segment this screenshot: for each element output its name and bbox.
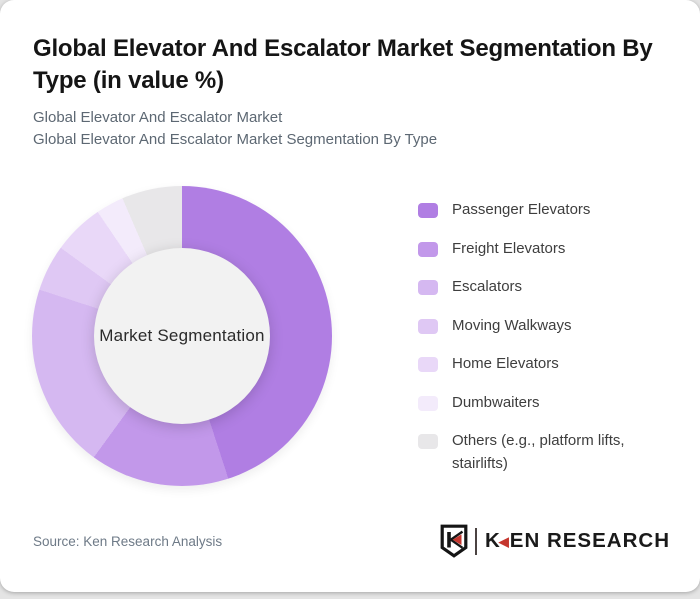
footer: Source: Ken Research Analysis K ◀ EN RESEA… xyxy=(33,524,670,558)
ken-research-shield-icon xyxy=(440,524,468,558)
legend-label: Home Elevators xyxy=(452,355,559,372)
legend-swatch xyxy=(418,357,438,372)
legend-item: Freight Elevators xyxy=(418,238,670,261)
legend-item: Passenger Elevators xyxy=(418,199,670,222)
legend-label: Freight Elevators xyxy=(452,239,566,257)
legend-label: Passenger Elevators xyxy=(452,201,591,218)
logo-wordmark-rest: EN RESEARCH xyxy=(509,529,670,552)
logo-wordmark: K ◀ EN RESEARCH xyxy=(485,529,670,553)
red-triangle-icon: ◀ xyxy=(498,533,510,549)
legend-item: Home Elevators xyxy=(418,353,670,376)
legend-swatch xyxy=(418,241,438,257)
chart-legend: Passenger Elevators Freight Elevators Esca… xyxy=(418,199,670,491)
chart-area: Market Segmentation Passenger Elevators F… xyxy=(32,186,680,491)
logo-separator xyxy=(474,527,477,555)
ken-research-logo: K ◀ EN RESEARCH xyxy=(440,524,670,558)
legend-swatch xyxy=(418,280,438,295)
donut-center: Market Segmentation xyxy=(94,248,270,424)
legend-swatch xyxy=(418,318,438,334)
legend-label: Dumbwaiters xyxy=(452,393,540,411)
subtitle-line-1: Global Elevator And Escalator Market xyxy=(33,109,283,126)
donut-chart: Market Segmentation xyxy=(32,186,332,486)
chart-title: Global Elevator And Escalator Market Seg… xyxy=(33,35,653,94)
legend-item: Others (e.g., platform lifts, stairlifts… xyxy=(418,430,670,475)
legend-swatch xyxy=(418,203,438,218)
legend-label: Moving Walkways xyxy=(452,316,572,334)
legend-item: Moving Walkways xyxy=(418,315,670,338)
legend-label: Others (e.g., platform lifts, stairlifts… xyxy=(452,432,625,472)
legend-item: Escalators xyxy=(418,276,670,299)
legend-swatch xyxy=(418,395,438,411)
subtitle-line-2: Global Elevator And Escalator Market Seg… xyxy=(33,130,438,148)
legend-swatch xyxy=(418,434,438,449)
donut-center-label: Market Segmentation xyxy=(99,326,265,345)
source-note: Source: Ken Research Analysis xyxy=(33,533,223,549)
legend-label: Escalators xyxy=(452,278,523,295)
chart-subtitle: Global Elevator And Escalator Market Glo… xyxy=(33,107,437,150)
logo-wordmark-initial: K xyxy=(484,529,501,552)
legend-item: Dumbwaiters xyxy=(418,392,670,415)
